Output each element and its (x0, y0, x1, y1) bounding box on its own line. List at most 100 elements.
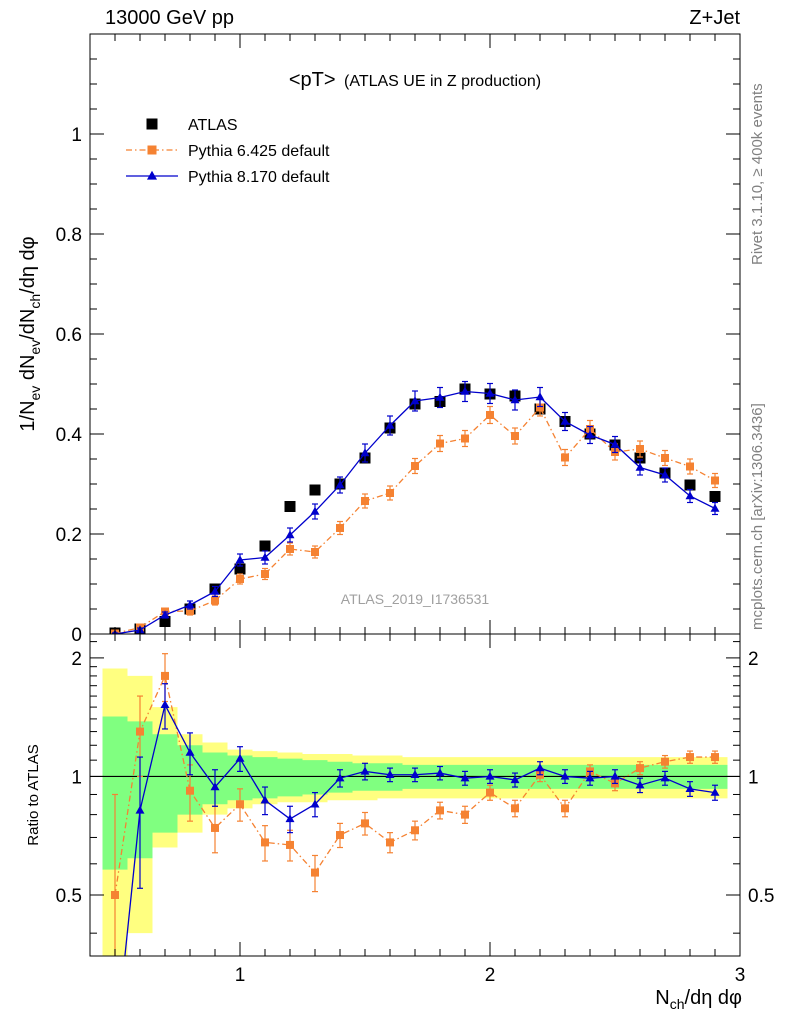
legend-entry-1: Pythia 6.425 default (126, 143, 330, 160)
data-point-2-4 (210, 586, 220, 595)
y-axis-label: 1/Nev dNev/dNch/dη dφ (17, 236, 43, 431)
ratio-point-1-15 (486, 788, 494, 797)
ratio-point-1-2 (161, 671, 169, 680)
ratio-band-outer (102, 668, 728, 956)
data-point-2-3 (185, 600, 195, 609)
ratio-point-1-5 (236, 800, 244, 809)
data-point-1-18 (561, 453, 569, 462)
data-point-1-22 (661, 454, 669, 462)
ratio-point-2-13 (435, 768, 445, 777)
plot-title-sub: (ATLAS UE in Z production) (344, 73, 541, 90)
ratio-point-2-24 (710, 787, 720, 796)
data-point-2-2 (160, 610, 170, 619)
ratio-point-2-22 (660, 773, 670, 782)
y-tick-label-4: 0.8 (56, 225, 82, 246)
ratio-point-2-2 (160, 700, 170, 709)
data-point-1-9 (336, 524, 344, 532)
ratio-series-2 (124, 683, 720, 956)
data-point-1-11 (386, 489, 394, 497)
data-point-2-23 (685, 491, 695, 500)
data-point-2-19 (585, 430, 595, 439)
data-point-0-2 (159, 616, 171, 627)
ratio-point-2-18 (560, 771, 570, 780)
data-point-2-22 (660, 470, 670, 479)
ratio-y-tick-label-left-0: 0.5 (56, 886, 82, 907)
data-point-0-23 (684, 479, 696, 491)
x-tick-label-0: 1 (235, 965, 246, 986)
data-point-1-7 (286, 545, 294, 553)
ratio-point-2-1 (135, 805, 145, 814)
ratio-point-1-10 (361, 819, 369, 828)
data-point-2-12 (410, 396, 420, 405)
data-point-2-14 (460, 386, 470, 395)
ratio-point-2-8 (310, 799, 320, 808)
ratio-y-tick-label-right-2: 2 (748, 649, 759, 670)
ratio-point-2-4 (210, 782, 220, 791)
series-2 (112, 380, 720, 634)
data-point-1-23 (686, 462, 694, 471)
ratio-point-1-7 (286, 840, 294, 849)
data-point-2-17 (535, 392, 545, 401)
ratio-point-1-0 (111, 890, 119, 899)
ratio-point-2-11 (385, 770, 395, 778)
rivet-label: Rivet 3.1.10, ≥ 400k events (749, 83, 766, 265)
y-tick-label-1: 0.2 (56, 525, 82, 546)
ratio-point-2-15 (485, 771, 495, 780)
ratio-point-2-7 (285, 814, 295, 823)
main-panel-axes: 0 0.2 0.4 0.6 0.8 1 (56, 34, 741, 646)
data-point-2-6 (260, 552, 270, 561)
data-point-1-4 (211, 596, 219, 605)
ratio-point-2-12 (410, 770, 420, 778)
data-point-1-5 (236, 575, 244, 583)
ratio-bands (90, 668, 740, 956)
legend-label-1: Pythia 6.425 default (188, 143, 330, 160)
header-energy: 13000 GeV pp (105, 7, 234, 29)
plot-title-main: <pT> (289, 69, 336, 91)
data-point-1-12 (411, 462, 419, 470)
ratio-point-1-21 (636, 764, 644, 773)
data-point-1-21 (636, 445, 644, 453)
y-tick-label-3: 0.6 (56, 325, 82, 346)
y-tick-label-2: 0.4 (56, 425, 83, 446)
ratio-point-2-17 (535, 763, 545, 772)
data-point-2-20 (610, 439, 620, 448)
data-point-2-11 (385, 420, 395, 429)
data-point-2-7 (285, 530, 295, 539)
ratio-point-1-6 (261, 838, 269, 847)
plot-title: <pT> (ATLAS UE in Z production) (289, 69, 541, 91)
ratio-point-1-18 (561, 804, 569, 813)
ratio-point-2-6 (260, 795, 270, 804)
ratio-point-1-1 (136, 727, 144, 736)
ratio-point-2-3 (185, 747, 195, 756)
data-point-2-5 (235, 555, 245, 564)
data-point-2-24 (710, 503, 720, 512)
ratio-point-2-23 (685, 784, 695, 793)
ratio-point-1-9 (336, 831, 344, 840)
ratio-point-2-16 (510, 775, 520, 784)
legend-entry-0: ATLAS (146, 117, 238, 134)
ratio-panel-series (111, 653, 720, 956)
legend: ATLAS Pythia 6.425 default Pythia 8.170 de… (126, 117, 330, 186)
watermark: ATLAS_2019_I1736531 (341, 591, 490, 607)
data-point-2-9 (335, 480, 345, 489)
data-point-1-24 (711, 476, 719, 485)
data-point-1-14 (461, 434, 469, 443)
data-point-2-21 (635, 462, 645, 471)
data-point-1-13 (436, 439, 444, 448)
legend-entry-2: Pythia 8.170 default (126, 169, 330, 186)
data-point-2-18 (560, 416, 570, 425)
ratio-point-1-13 (436, 806, 444, 815)
ratio-point-2-21 (635, 780, 645, 789)
ratio-point-1-8 (311, 868, 319, 877)
ratio-point-1-12 (411, 826, 419, 835)
ratio-point-2-10 (360, 766, 370, 775)
data-point-1-15 (486, 411, 494, 419)
ratio-point-1-14 (461, 810, 469, 819)
legend-marker-1 (147, 145, 157, 155)
data-point-1-17 (536, 403, 544, 412)
legend-marker-2 (146, 170, 158, 180)
data-point-0-24 (709, 491, 721, 502)
ratio-point-1-16 (511, 804, 519, 813)
mcplots-label: mcplots.cern.ch [arXiv:1306.3436] (749, 403, 766, 630)
ratio-point-1-24 (711, 753, 719, 762)
